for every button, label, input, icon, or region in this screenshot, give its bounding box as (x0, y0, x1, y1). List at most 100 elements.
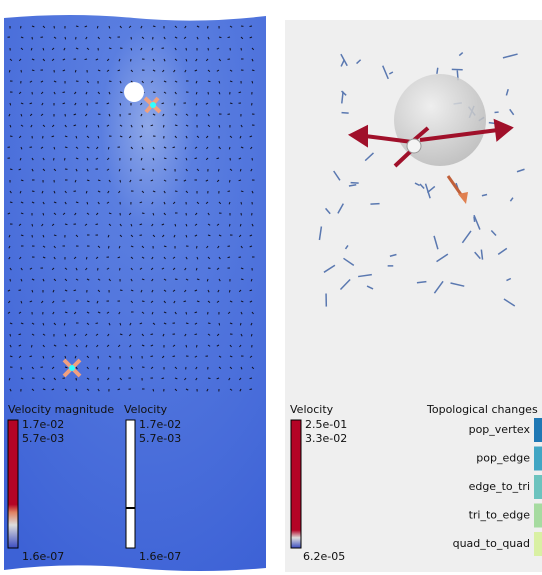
glyph (219, 323, 220, 325)
glyph (218, 169, 219, 171)
glyph (19, 334, 21, 335)
glyph (64, 158, 65, 160)
glyph (241, 279, 243, 280)
glyph (75, 70, 76, 72)
glyph (43, 356, 44, 358)
legend-label: pop_vertex (469, 423, 531, 436)
glyph (76, 136, 77, 138)
glyph (10, 202, 12, 203)
glyph (229, 180, 230, 182)
glyph (229, 224, 230, 226)
glyph (21, 235, 23, 236)
glyph (98, 180, 100, 181)
glyph (196, 345, 197, 347)
glyph (175, 125, 177, 126)
scene: Velocity magnitude 1.7e-02 5.7e-03 1.6e-… (0, 0, 542, 575)
glyph (86, 191, 87, 193)
legend-swatch (534, 475, 542, 499)
colorbar-label: 2.5e-01 (305, 418, 347, 431)
glyph (196, 268, 197, 270)
glyph (250, 378, 252, 379)
colorbar-label: 6.2e-05 (303, 550, 345, 563)
glyph (65, 147, 67, 148)
glyph (197, 279, 199, 280)
glyph (87, 202, 88, 204)
glyph (240, 169, 241, 171)
glyph (241, 202, 242, 204)
glyph (162, 378, 164, 379)
glyph (120, 103, 121, 105)
glyph (9, 70, 10, 72)
colorbar-label: 1.7e-02 (22, 418, 64, 431)
glyph (219, 81, 220, 83)
glyph (151, 334, 153, 335)
glyph (131, 356, 132, 358)
glyph (96, 224, 98, 225)
glyph (30, 356, 32, 357)
glyph (162, 103, 164, 104)
glyph (109, 48, 111, 49)
glyph (163, 125, 164, 127)
legend-swatch (534, 504, 542, 528)
glyph (228, 257, 230, 258)
colorbar-label: 1.6e-07 (22, 550, 64, 563)
glyph (108, 147, 109, 149)
glyph (32, 290, 33, 292)
glyph (195, 158, 197, 159)
glyph (437, 68, 438, 74)
glyph (32, 224, 33, 226)
glyph (54, 235, 56, 236)
particle (407, 139, 421, 153)
glyph (109, 26, 110, 28)
colorbar-title: Velocity (290, 403, 334, 416)
glyph (175, 279, 177, 280)
defect-core (150, 102, 156, 108)
glyph (65, 356, 66, 358)
glyph (120, 180, 121, 182)
glyph (164, 158, 166, 159)
glyph (131, 48, 132, 50)
glyph (251, 334, 252, 336)
legend-swatch (534, 418, 542, 442)
glyph (65, 367, 67, 368)
colorbar-title: Velocity (124, 403, 168, 416)
glyph (239, 180, 241, 181)
glyph (228, 37, 230, 38)
glyph (474, 217, 475, 222)
glyph (54, 147, 55, 149)
glyph (74, 290, 76, 291)
particle (124, 82, 144, 102)
glyph (76, 26, 78, 27)
legend-label: quad_to_quad (453, 537, 530, 550)
glyph (208, 323, 210, 324)
glyph (217, 158, 219, 159)
glyph (142, 213, 144, 214)
glyph (229, 147, 230, 149)
glyph (153, 92, 155, 93)
glyph (164, 246, 166, 247)
glyph (65, 334, 66, 336)
legend-label: edge_to_tri (469, 480, 530, 493)
glyph (118, 389, 120, 390)
glyph (32, 70, 34, 71)
colorbar-label: 5.7e-03 (139, 432, 181, 445)
glyph (108, 246, 109, 248)
glyph (74, 125, 76, 126)
colorbar (126, 420, 135, 548)
glyph (97, 26, 98, 28)
legend-label: tri_to_edge (469, 509, 531, 522)
glyph (208, 81, 210, 82)
colorbar (291, 420, 301, 548)
glyph (175, 224, 176, 226)
glyph (86, 257, 87, 259)
colorbar-label: 5.7e-03 (22, 432, 64, 445)
glyph (120, 290, 122, 291)
glyph (10, 334, 11, 336)
glyph (219, 37, 221, 38)
glyph (197, 301, 199, 302)
glyph (342, 113, 349, 114)
colorbar-label: 1.6e-07 (139, 550, 181, 563)
glyph (153, 26, 155, 27)
glyph (184, 301, 186, 302)
glyph (230, 103, 232, 104)
